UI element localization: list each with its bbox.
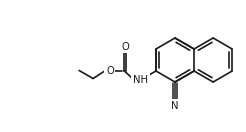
Text: O: O <box>106 65 114 76</box>
Text: N: N <box>171 101 179 111</box>
Text: O: O <box>121 41 129 51</box>
Text: NH: NH <box>133 75 148 85</box>
